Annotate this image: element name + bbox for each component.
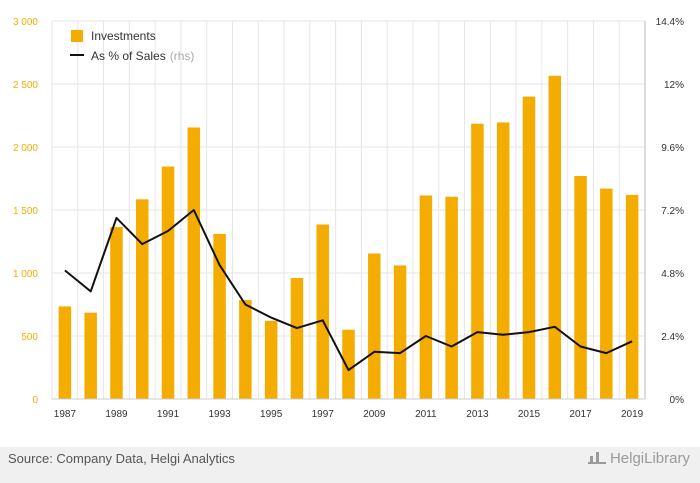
bar-1998 (342, 329, 355, 399)
bar-1989 (110, 227, 123, 399)
bar-1991 (161, 166, 175, 399)
bar-2013 (471, 123, 484, 399)
y-right-tick-label: 0% (670, 395, 685, 406)
x-tick-label: 2017 (569, 409, 592, 420)
y-left-tick-label: 500 (21, 332, 38, 343)
bar-1992 (187, 127, 201, 399)
legend-sales-pct-label: As % of Sales (rhs) (91, 49, 194, 63)
brand-logo: HelgiLibrary (587, 450, 690, 467)
line-series (64, 209, 633, 372)
axes: 0 0% 500 2.4% 1 000 4.8% 1 500 7.2% 2 000 9.6% 2 5… (13, 17, 684, 420)
x-tick-label: 1997 (312, 409, 335, 420)
bar-2018 (600, 188, 613, 399)
y-left-tick-label: 2 500 (13, 80, 38, 91)
x-tick-label: 2013 (466, 409, 489, 420)
y-left-tick-label: 2 000 (13, 143, 38, 154)
y-right-tick-label: 4.8% (661, 269, 684, 280)
x-tick-label: 1987 (54, 409, 77, 420)
legend-investments-label: Investments (91, 29, 156, 43)
bar-1987 (58, 306, 72, 399)
y-right-tick-label: 12% (664, 80, 684, 91)
x-tick-label: 1993 (208, 409, 231, 420)
y-right-tick-label: 9.6% (661, 143, 684, 154)
bar-series (58, 75, 639, 400)
investments-chart: 0 0% 500 2.4% 1 000 4.8% 1 500 7.2% 2 000 9.6% 2 5… (13, 17, 684, 420)
x-tick-label: 1991 (157, 409, 180, 420)
y-right-tick-label: 7.2% (661, 206, 684, 217)
bar-2017 (574, 175, 587, 399)
library-icon (587, 450, 606, 464)
legend: Investments As % of Sales (rhs) (70, 29, 194, 63)
bar-1995 (264, 320, 278, 399)
grid-lines (51, 20, 646, 400)
bar-2016 (548, 75, 562, 399)
footer-bar: Source: Company Data, Helgi Analytics He… (0, 447, 700, 483)
legend-investments-swatch (71, 30, 83, 42)
y-left-tick-label: 1 500 (13, 206, 38, 217)
bar-2015 (522, 96, 536, 399)
bar-2012 (445, 196, 458, 399)
source-note: Source: Company Data, Helgi Analytics (8, 451, 235, 466)
x-tick-label: 2009 (363, 409, 386, 420)
y-left-tick-label: 3 000 (13, 17, 38, 28)
x-tick-label: 2015 (518, 409, 541, 420)
legend-sales-pct-name: As % of Sales (91, 49, 166, 63)
bar-1997 (316, 224, 329, 399)
bar-2014 (496, 122, 510, 400)
y-right-tick-label: 2.4% (661, 332, 684, 343)
bar-2011 (419, 195, 433, 399)
x-tick-label: 2019 (621, 409, 644, 420)
bar-1993 (213, 233, 226, 399)
line-sales-pct (64, 209, 633, 372)
y-left-tick-label: 1 000 (13, 269, 38, 280)
brand-name: HelgiLibrary (609, 450, 690, 467)
bar-1990 (135, 199, 149, 399)
x-tick-label: 1995 (260, 409, 283, 420)
y-left-tick-label: 0 (32, 395, 38, 406)
legend-rhs-suffix: (rhs) (170, 49, 195, 63)
chart-container: 0 0% 500 2.4% 1 000 4.8% 1 500 7.2% 2 000 9.6% 2 5… (13, 17, 684, 420)
bar-2009 (368, 253, 381, 399)
y-right-tick-label: 14.4% (656, 17, 684, 28)
x-tick-label: 1989 (105, 409, 128, 420)
bar-1988 (84, 312, 97, 399)
bar-2010 (393, 265, 407, 399)
bar-1994 (239, 300, 252, 399)
x-tick-label: 2011 (415, 409, 437, 420)
bar-1996 (290, 278, 304, 399)
bar-2019 (625, 194, 639, 399)
